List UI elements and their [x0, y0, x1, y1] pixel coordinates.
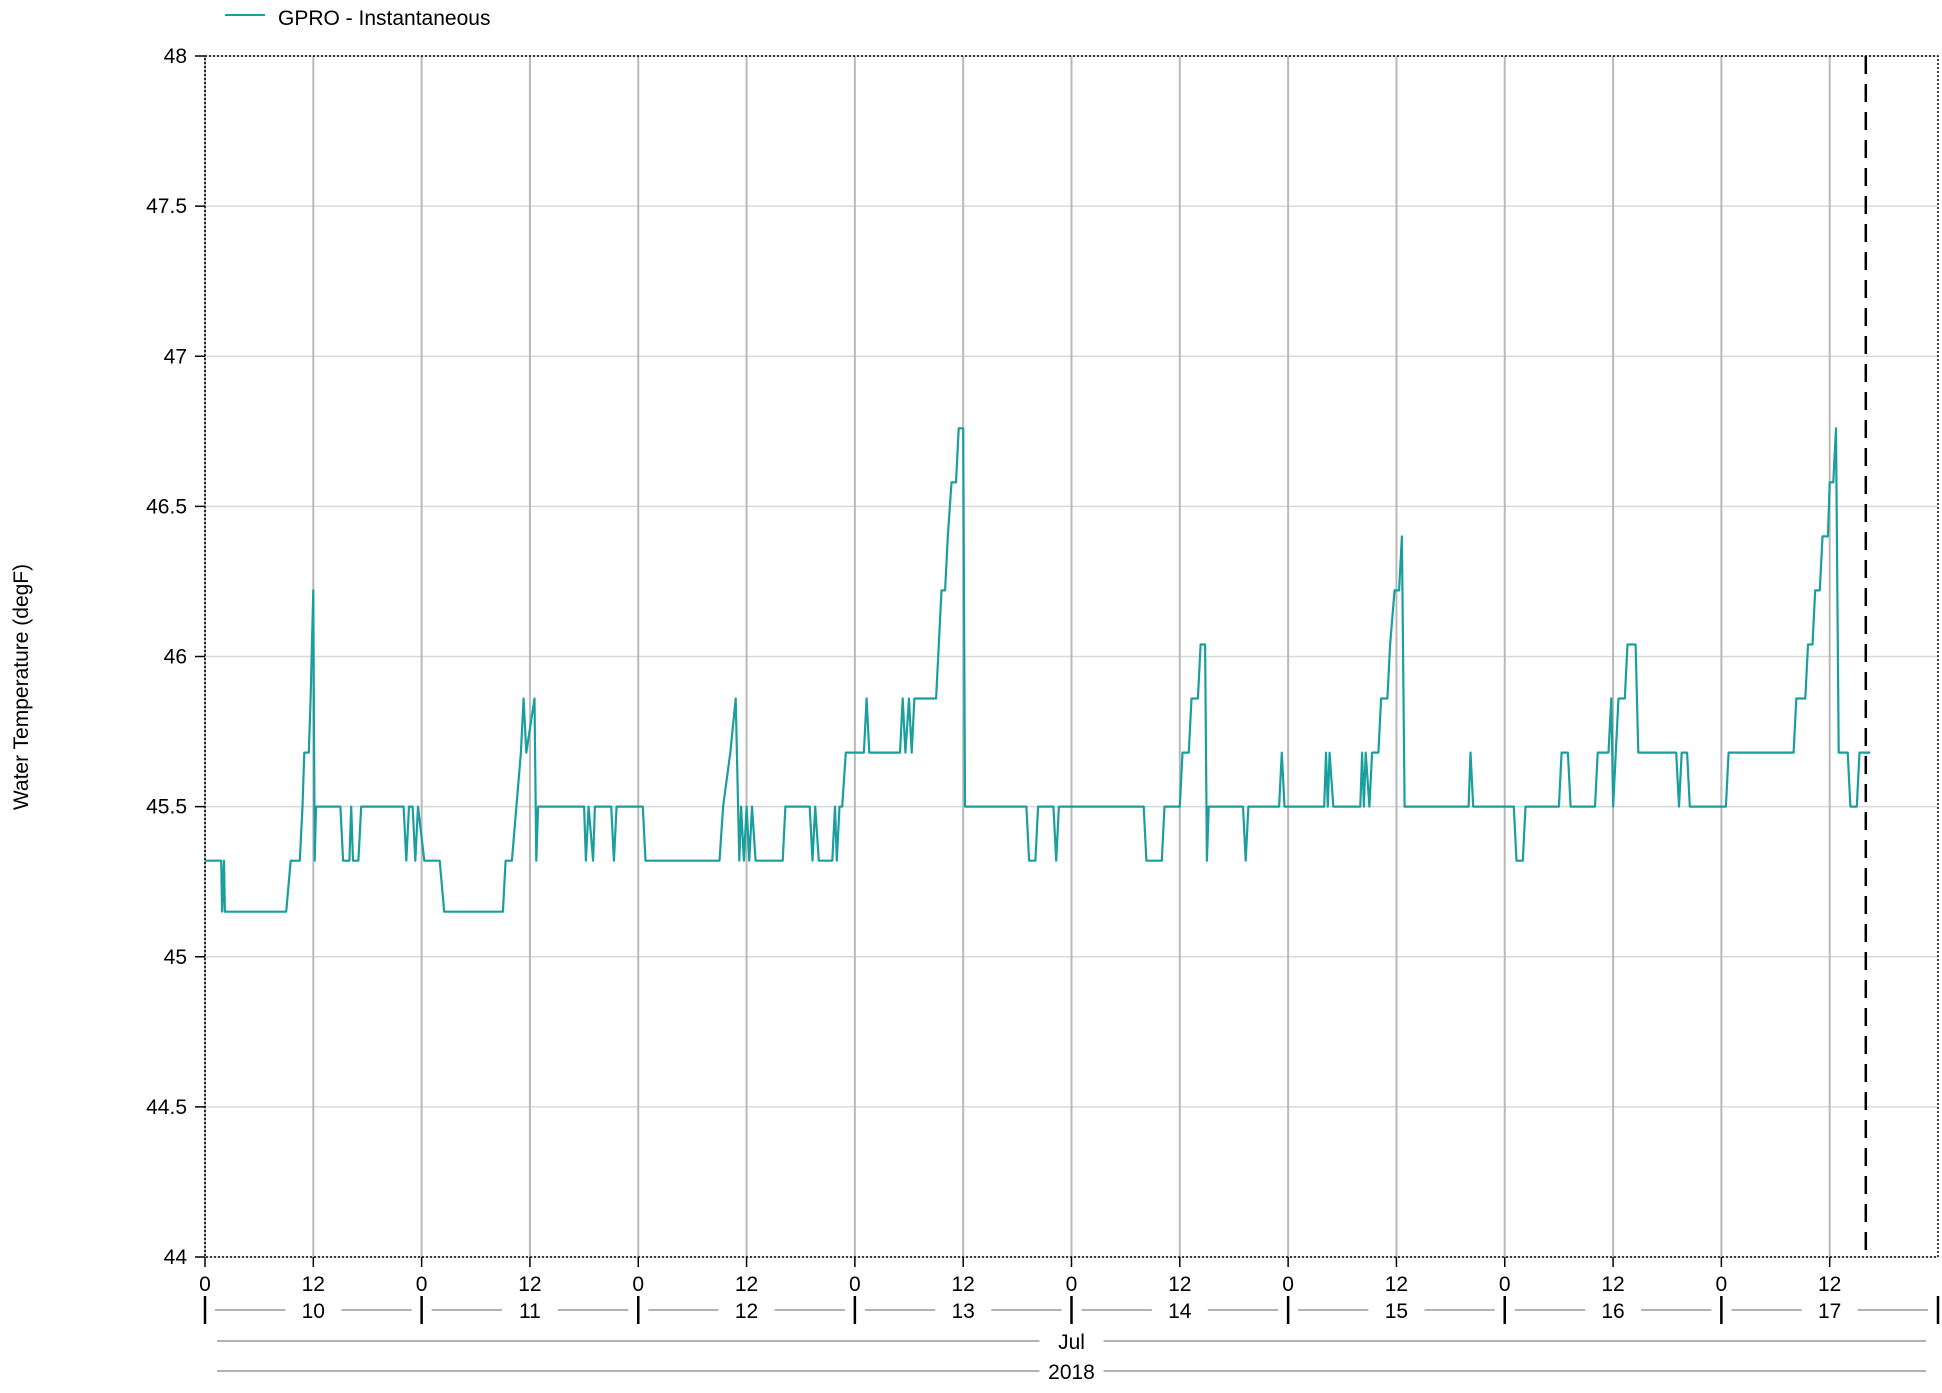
y-tick-label: 45 — [164, 946, 187, 969]
x-tick-label: 12 — [1168, 1273, 1191, 1296]
series-line — [205, 427, 1871, 913]
month-label: Jul — [1058, 1331, 1085, 1354]
y-tick-label: 47 — [164, 345, 187, 368]
y-axis-title: Water Temperature (degF) — [10, 564, 33, 810]
x-tick-label: 12 — [518, 1273, 541, 1296]
x-tick-label: 12 — [1385, 1273, 1408, 1296]
day-label: 14 — [1168, 1300, 1192, 1323]
y-tick-label: 44 — [164, 1246, 188, 1269]
y-axis: 44 44.5 45 45.5 46 46.5 47 47.5 48 — [146, 45, 205, 1269]
day-label: 12 — [735, 1300, 758, 1323]
series-layer — [205, 427, 1871, 913]
day-label: 10 — [302, 1300, 325, 1323]
year-label: 2018 — [1048, 1361, 1095, 1384]
x-tick-label: 0 — [1282, 1273, 1294, 1296]
x-tick-label: 12 — [302, 1273, 325, 1296]
x-tick-label: 0 — [1716, 1273, 1728, 1296]
x-tick-label: 12 — [1818, 1273, 1841, 1296]
x-axis: 0 12 0 12 0 12 0 12 0 12 0 12 0 12 0 12 10 11 12 13 14 15 16 17… — [199, 1257, 1940, 1384]
y-tick-label: 45.5 — [146, 796, 187, 819]
legend-label: GPRO - Instantaneous — [278, 7, 490, 30]
grid — [204, 55, 1938, 1258]
x-tick-label: 12 — [735, 1273, 758, 1296]
y-tick-label: 44.5 — [146, 1096, 187, 1119]
day-label: 15 — [1385, 1300, 1408, 1323]
day-label: 11 — [519, 1300, 541, 1323]
x-tick-label: 0 — [199, 1273, 211, 1296]
day-label: 16 — [1601, 1300, 1624, 1323]
x-tick-label: 0 — [1499, 1273, 1511, 1296]
x-tick-label: 0 — [849, 1273, 861, 1296]
y-tick-label: 46.5 — [146, 495, 187, 518]
x-tick-label: 12 — [952, 1273, 975, 1296]
legend: GPRO - Instantaneous — [225, 7, 490, 30]
x-tick-label: 0 — [416, 1273, 428, 1296]
x-tick-label: 0 — [632, 1273, 644, 1296]
day-label: 13 — [952, 1300, 975, 1323]
x-tick-label: 12 — [1601, 1273, 1624, 1296]
day-label: 17 — [1818, 1300, 1841, 1323]
y-tick-label: 48 — [164, 45, 187, 68]
y-tick-label: 46 — [164, 646, 187, 669]
y-tick-label: 47.5 — [146, 195, 187, 218]
x-tick-label: 0 — [1066, 1273, 1078, 1296]
